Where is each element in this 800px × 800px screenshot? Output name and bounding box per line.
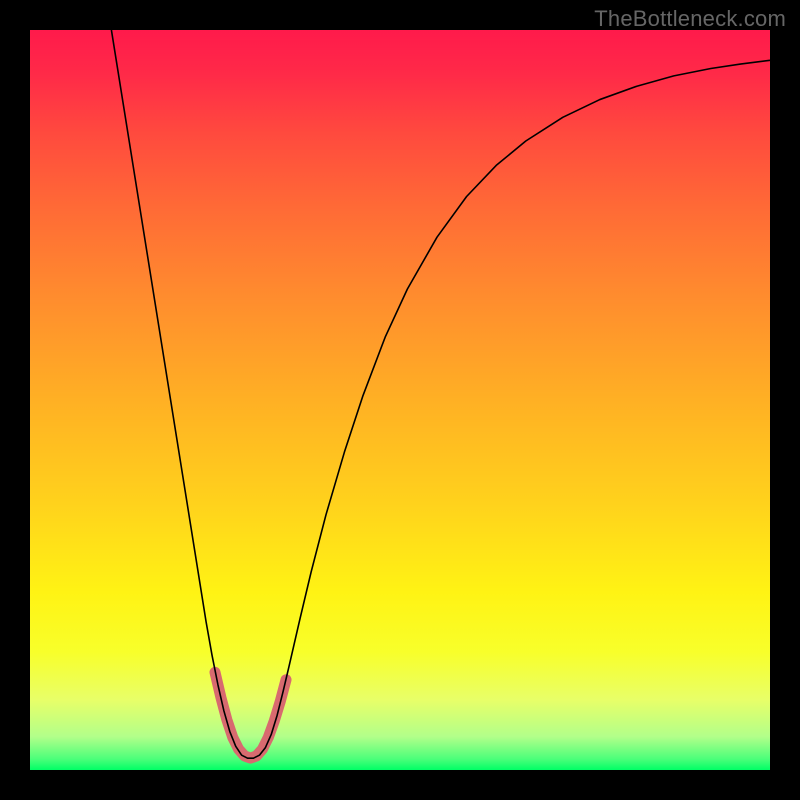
watermark-text: TheBottleneck.com — [594, 6, 786, 32]
bottleneck-curve — [111, 30, 770, 758]
chart-plot-area — [30, 30, 770, 770]
chart-curve-layer — [30, 30, 770, 770]
